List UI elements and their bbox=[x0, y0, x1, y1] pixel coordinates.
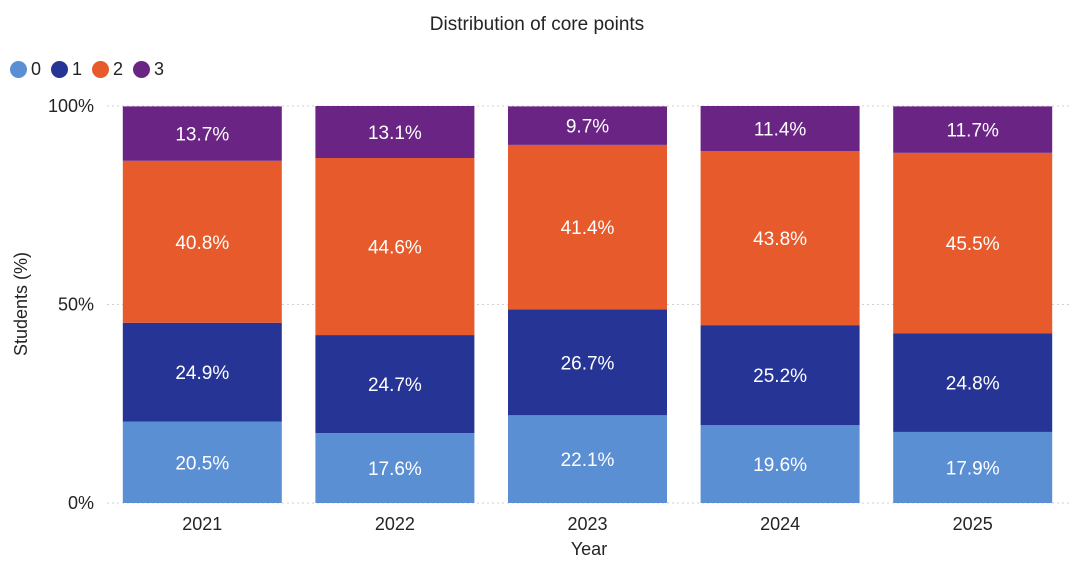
legend-item-0[interactable]: 0 bbox=[10, 59, 41, 80]
bar-segment-2022-3[interactable] bbox=[315, 106, 475, 159]
data-label: 20.5% bbox=[175, 453, 229, 474]
legend-item-1[interactable]: 1 bbox=[51, 59, 82, 80]
bar-segment-2025-3[interactable] bbox=[893, 106, 1053, 153]
data-label: 24.9% bbox=[175, 363, 229, 384]
bar-segment-2025-1[interactable] bbox=[893, 333, 1053, 432]
data-label: 45.5% bbox=[946, 234, 1000, 255]
bar-segment-2021-1[interactable] bbox=[122, 322, 282, 422]
data-label: 43.8% bbox=[753, 229, 807, 250]
chart-title: Distribution of core points bbox=[429, 14, 645, 35]
data-label: 41.4% bbox=[561, 218, 615, 239]
bar-segment-2023-0[interactable] bbox=[508, 415, 667, 503]
bar-segment-2021-0[interactable] bbox=[122, 421, 282, 503]
y-tick-label: 50% bbox=[58, 295, 94, 315]
legend-swatch-2 bbox=[92, 61, 110, 78]
x-tick-label: 2021 bbox=[182, 514, 222, 534]
legend-swatch-0 bbox=[10, 61, 27, 78]
data-label: 13.1% bbox=[368, 123, 422, 144]
data-label: 26.7% bbox=[561, 353, 615, 374]
data-label: 22.1% bbox=[561, 450, 615, 471]
bar-segment-2024-0[interactable] bbox=[700, 425, 860, 503]
legend-label-3: 3 bbox=[154, 59, 165, 79]
bar-segment-2025-2[interactable] bbox=[893, 152, 1053, 334]
data-label: 17.9% bbox=[946, 458, 1000, 479]
data-label: 25.2% bbox=[753, 366, 807, 387]
x-tick-label: 2022 bbox=[375, 514, 415, 534]
x-axis-title: Year bbox=[571, 539, 607, 559]
data-label: 24.8% bbox=[946, 374, 1000, 395]
bar-segment-2022-2[interactable] bbox=[315, 158, 475, 336]
legend-swatch-1 bbox=[51, 61, 69, 78]
y-tick-label: 100% bbox=[48, 96, 94, 116]
data-label: 9.7% bbox=[566, 117, 609, 138]
y-axis-title: Students (%) bbox=[11, 252, 31, 356]
bar-segment-2023-2[interactable] bbox=[508, 144, 667, 310]
data-label: 24.7% bbox=[368, 375, 422, 396]
legend-item-2[interactable]: 2 bbox=[92, 59, 123, 80]
legend-item-3[interactable]: 3 bbox=[133, 59, 164, 80]
legend-swatch-3 bbox=[133, 61, 151, 78]
bar-segment-2023-1[interactable] bbox=[508, 309, 667, 416]
bar-segment-2024-1[interactable] bbox=[700, 325, 860, 426]
bar-segment-2022-0[interactable] bbox=[315, 433, 475, 503]
data-label: 40.8% bbox=[175, 233, 229, 254]
legend-label-0: 0 bbox=[31, 59, 42, 79]
data-label: 19.6% bbox=[753, 455, 807, 476]
data-label: 11.4% bbox=[754, 120, 807, 141]
legend-label-1: 1 bbox=[72, 59, 83, 79]
bar-segment-2022-1[interactable] bbox=[315, 335, 475, 434]
x-tick-label: 2024 bbox=[760, 514, 800, 534]
legend: 0 1 2 3 bbox=[10, 59, 174, 80]
data-label: 13.7% bbox=[175, 125, 229, 146]
bar-segment-2024-2[interactable] bbox=[700, 151, 860, 326]
bar-segment-2024-3[interactable] bbox=[700, 106, 860, 152]
x-tick-label: 2023 bbox=[567, 514, 607, 534]
data-label: 11.7% bbox=[946, 121, 999, 142]
data-label: 17.6% bbox=[368, 459, 422, 480]
legend-label-2: 2 bbox=[113, 59, 124, 79]
bar-segment-2021-2[interactable] bbox=[122, 160, 282, 323]
data-label: 44.6% bbox=[368, 238, 422, 259]
bar-segment-2025-0[interactable] bbox=[893, 431, 1053, 503]
x-tick-label: 2025 bbox=[953, 514, 993, 534]
bar-segment-2021-3[interactable] bbox=[122, 106, 282, 161]
bar-segment-2023-3[interactable] bbox=[508, 106, 667, 145]
y-tick-label: 0% bbox=[68, 493, 94, 513]
